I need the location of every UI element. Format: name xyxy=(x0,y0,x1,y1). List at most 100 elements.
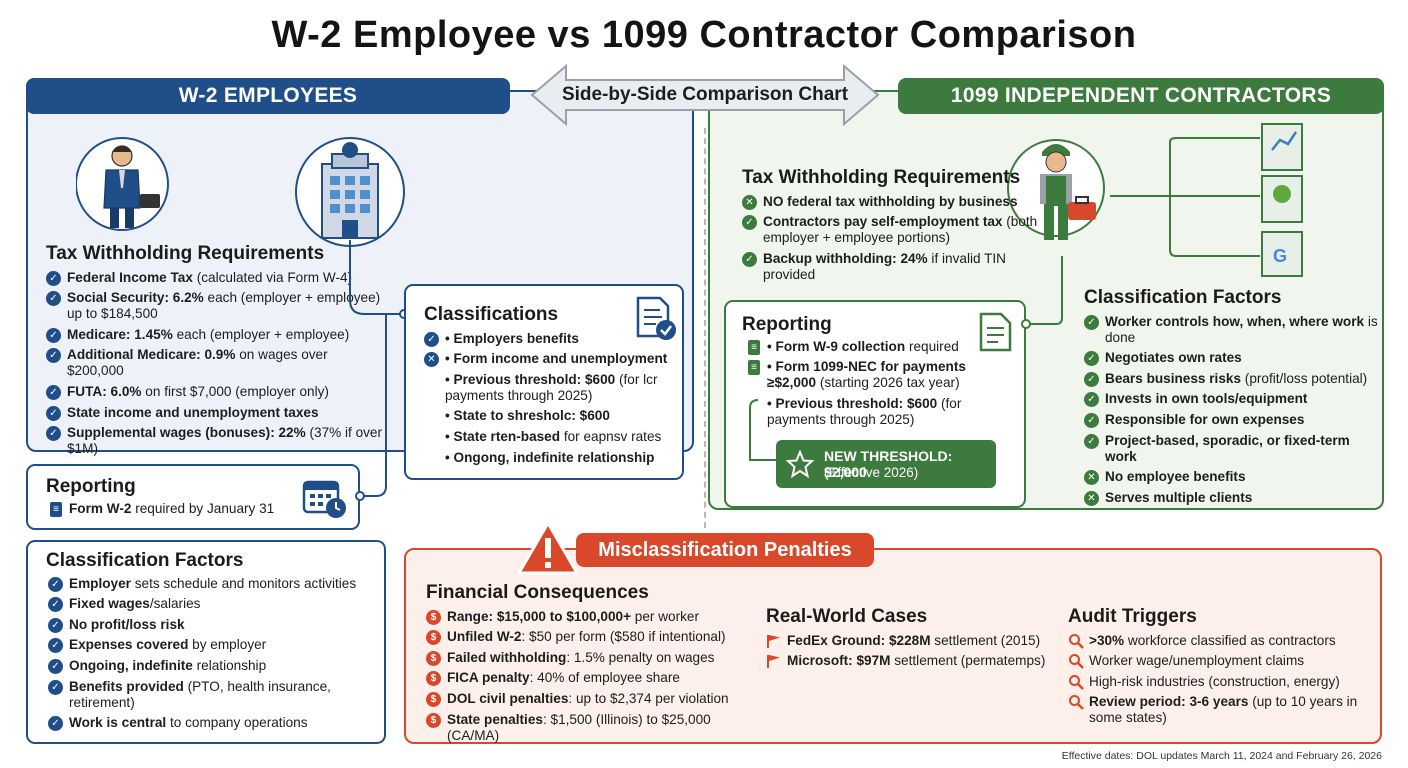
check-icon: ✓ xyxy=(46,270,61,286)
list-item: ✕ • Form income and unemployment xyxy=(424,351,674,368)
item-bold-text: • State rten-based xyxy=(445,428,561,444)
item-text: settlement (2015) xyxy=(930,632,1041,648)
item-bold-text: NO federal tax withholding by business xyxy=(763,193,1018,209)
check-icon: ✓ xyxy=(46,291,61,307)
list-item: $ Unfiled W-2: $50 per form ($580 if inte… xyxy=(426,629,766,646)
item-text: settlement (permatemps) xyxy=(890,653,1046,669)
item-bold-text: Failed withholding xyxy=(447,649,567,665)
list-item: • State rten-based for eapnsv rates xyxy=(424,429,674,445)
list-item: $ State penalties: $1,500 (Illinois) to $… xyxy=(426,712,766,744)
check-icon: ✓ xyxy=(742,215,757,231)
check-icon: ✓ xyxy=(48,597,63,613)
dollar-icon: $ xyxy=(426,671,441,687)
item-text: (calculated via Form W-4) xyxy=(192,269,353,285)
contractor-tax-heading: Tax Withholding Requirements xyxy=(742,167,1021,188)
list-item: ✕ NO federal tax withholding by business xyxy=(742,194,1042,210)
item-bold-text: Fixed wages xyxy=(69,596,150,612)
employee-illustration-icon xyxy=(76,137,169,231)
check-icon: ✓ xyxy=(1084,314,1099,330)
check-icon: ✓ xyxy=(1084,392,1099,408)
bullet-spacer xyxy=(424,451,439,466)
list-item: >30% workforce classified as contractors xyxy=(1068,633,1368,649)
item-bold-text: Negotiates own rates xyxy=(1105,350,1242,366)
check-icon: ✓ xyxy=(46,327,61,343)
x-circle-icon: ✕ xyxy=(424,352,439,368)
item-text: (PTO, health insurance, retirement) xyxy=(69,678,331,710)
w2-reporting-box: Reporting ≡ Form W-2 required by January … xyxy=(26,464,360,530)
list-item: $ FICA penalty: 40% of employee share xyxy=(426,670,766,687)
list-item: Microsoft: $97M settlement (permatemps) xyxy=(766,653,1056,669)
list-item: Worker wage/unemployment claims xyxy=(1068,653,1368,670)
item-bold-text: State penalties xyxy=(447,711,543,727)
list-item: ✓ Bears business risks (profit/loss poten… xyxy=(1084,371,1380,387)
check-icon: ✓ xyxy=(1084,433,1099,449)
flag-icon xyxy=(766,634,781,648)
item-text: if invalid TIN provided xyxy=(763,250,1006,282)
x-circle-icon: ✕ xyxy=(1084,470,1099,486)
classifications-heading: Classifications xyxy=(424,304,559,325)
item-bold-text: DOL civil penalties xyxy=(447,690,569,706)
dollar-icon: $ xyxy=(426,712,441,728)
magnifier-icon xyxy=(1068,674,1084,690)
check-icon: ✓ xyxy=(48,716,63,732)
check-icon: ✓ xyxy=(424,331,439,347)
item-bold-text: Medicare: 1.45% xyxy=(67,326,173,342)
list-item: ✓ Ongoing, indefinite relationship xyxy=(48,658,378,674)
list-item: ✓ Project-based, sporadic, or fixed-term … xyxy=(1084,433,1380,465)
x-circle-icon: ✕ xyxy=(742,194,757,210)
w2-tax-list: ✓ Federal Income Tax (calculated via Form… xyxy=(46,270,386,458)
financial-section: Financial Consequences $ Range: $15,000 t… xyxy=(426,582,766,744)
item-text: required by January 31 xyxy=(131,500,275,516)
list-item: ✓ Additional Medicare: 0.9% on wages over… xyxy=(46,347,386,379)
item-text: (for lcr payments through 2025) xyxy=(445,371,658,403)
item-bold-text: Project-based, sporadic, or fixed-term w… xyxy=(1105,432,1350,464)
list-item: ✓ Employer sets schedule and monitors act… xyxy=(48,576,378,592)
item-text: workforce classified as contractors xyxy=(1124,632,1336,648)
client-buildings-icon: G xyxy=(1110,123,1303,277)
item-bold-text: Bears business risks xyxy=(1105,370,1242,386)
penalties-box xyxy=(404,548,1382,744)
item-text: each (employer + employee) xyxy=(172,326,350,342)
page-title: W-2 Employee vs 1099 Contractor Comparis… xyxy=(271,14,1137,56)
item-bold-text: Microsoft: $97M xyxy=(787,653,891,669)
new-threshold-subtext: (Effective 2026) xyxy=(824,465,919,480)
contractor-reporting-heading: Reporting xyxy=(742,314,832,335)
list-item: ✓ • Employers benefits xyxy=(424,331,674,347)
item-text: per worker xyxy=(631,608,700,624)
item-bold-text: • Form W-9 collection xyxy=(767,338,906,354)
list-item: ≡ • Form 1099-NEC for payments ≥$2,000 (s… xyxy=(746,359,1016,391)
list-item: ≡ • Form W-9 collection required xyxy=(746,339,1016,355)
item-bold-text: Unfiled W-2 xyxy=(447,629,522,645)
item-text: Worker wage/unemployment claims xyxy=(1089,653,1305,669)
list-item: ✕ No employee benefits xyxy=(1084,469,1380,486)
item-bold-text: Ongoing, indefinite xyxy=(69,657,193,673)
svg-text:G: G xyxy=(1273,246,1287,266)
check-icon: ✓ xyxy=(742,251,757,267)
magnifier-icon xyxy=(1068,633,1084,649)
item-bold-text: State income and unemployment taxes xyxy=(67,404,319,420)
financial-list: $ Range: $15,000 to $100,000+ per worker $… xyxy=(426,609,766,744)
flag-icon xyxy=(766,654,781,669)
check-icon: ✓ xyxy=(46,348,61,364)
contractor-tax-list: ✕ NO federal tax withholding by business ✓… xyxy=(742,194,1042,283)
w2-reporting-list: ≡ Form W-2 required by January 31 xyxy=(48,496,308,517)
item-bold-text: Expenses covered xyxy=(69,637,189,653)
dollar-icon: $ xyxy=(426,630,441,646)
item-bold-text: • Form 1099-NEC for payments ≥$2,000 xyxy=(767,359,966,391)
item-text: (starting 2026 tax year) xyxy=(816,375,960,391)
item-text: : 40% of employee share xyxy=(529,670,680,686)
item-text: (for payments through 2025) xyxy=(767,395,962,427)
list-item: ✓ Expenses covered by employer xyxy=(48,637,378,654)
list-item: ✓ State income and unemployment taxes xyxy=(46,405,386,421)
item-text: : up to $2,374 per violation xyxy=(568,690,729,706)
check-icon: ✓ xyxy=(46,384,61,400)
item-text: to company operations xyxy=(166,715,308,731)
item-bold-text: Contractors pay self-employment tax xyxy=(763,214,1003,230)
item-text: : $1,500 (Illinois) to $25,000 (CA/MA) xyxy=(447,711,711,743)
item-text: required xyxy=(905,338,959,354)
list-item: ✓ Fixed wages/salaries xyxy=(48,596,378,613)
check-icon: ✓ xyxy=(46,405,61,421)
w2-tax-section: Tax Withholding Requirements ✓ Federal In… xyxy=(46,243,386,457)
w2-factors-heading: Classification Factors xyxy=(46,550,244,571)
list-item: Review period: 3-6 years (up to 10 years… xyxy=(1068,694,1368,726)
